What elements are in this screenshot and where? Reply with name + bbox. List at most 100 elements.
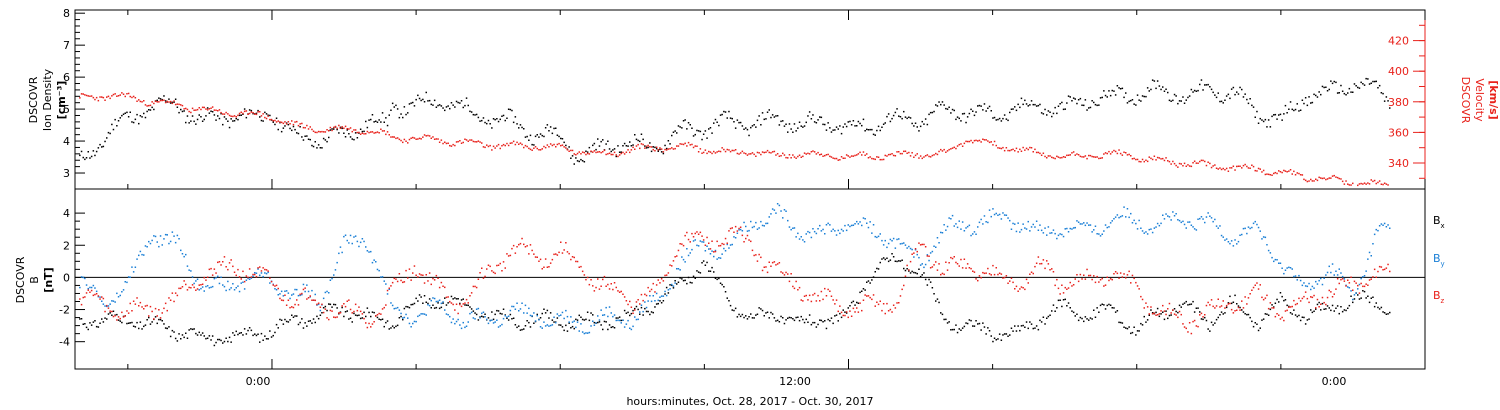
by-point bbox=[1182, 220, 1184, 223]
bz-point bbox=[329, 309, 332, 312]
by-point bbox=[1014, 223, 1016, 225]
bx-point bbox=[731, 309, 733, 311]
bx-point bbox=[630, 312, 633, 315]
ion-density-point bbox=[555, 127, 557, 129]
by-point bbox=[1252, 222, 1255, 225]
bz-point bbox=[124, 315, 126, 317]
bz-point bbox=[285, 304, 288, 306]
bx-point bbox=[1348, 304, 1351, 307]
ion-density-point bbox=[913, 125, 915, 127]
velocity-point bbox=[803, 152, 806, 154]
by-point bbox=[444, 309, 446, 311]
bz-point bbox=[1278, 314, 1280, 316]
bz-point bbox=[222, 261, 224, 263]
velocity-point bbox=[248, 112, 251, 115]
bx-point bbox=[243, 328, 246, 330]
bz-point bbox=[238, 276, 241, 278]
by-point bbox=[1153, 227, 1156, 229]
bz-point bbox=[1380, 266, 1383, 268]
by-point bbox=[445, 313, 448, 315]
velocity-point bbox=[1061, 156, 1063, 159]
bz-point bbox=[102, 297, 105, 300]
by-point bbox=[1044, 227, 1046, 229]
velocity-point bbox=[669, 148, 671, 150]
bx-point bbox=[1114, 311, 1117, 313]
by-point bbox=[728, 247, 730, 249]
velocity-point bbox=[252, 112, 254, 114]
ion-density-point bbox=[1373, 80, 1376, 83]
bx-point bbox=[852, 300, 855, 303]
ion-density-point bbox=[1083, 104, 1085, 107]
bx-point bbox=[472, 310, 475, 312]
velocity-point bbox=[237, 114, 239, 117]
bz-point bbox=[354, 303, 357, 306]
bx-point bbox=[235, 330, 237, 333]
bx-point bbox=[395, 325, 397, 328]
bx-point bbox=[938, 301, 940, 304]
velocity-point bbox=[282, 122, 285, 125]
velocity-point bbox=[734, 149, 737, 151]
bx-point bbox=[558, 324, 560, 326]
velocity-point bbox=[193, 109, 195, 111]
by-point bbox=[1230, 240, 1233, 242]
ion-density-point bbox=[149, 109, 152, 111]
ion-density-point bbox=[819, 116, 821, 118]
by-point bbox=[285, 290, 288, 292]
bx-point bbox=[80, 318, 83, 320]
field-tick-label: -2 bbox=[59, 304, 70, 317]
velocity-point bbox=[1331, 175, 1334, 177]
bx-point bbox=[1266, 313, 1268, 315]
by-point bbox=[99, 296, 101, 298]
velocity-point bbox=[568, 150, 570, 152]
bz-point bbox=[850, 315, 853, 317]
ion-density-point bbox=[928, 113, 930, 116]
bx-point bbox=[664, 293, 666, 295]
ion-density-point bbox=[1108, 90, 1110, 92]
ion-density-point bbox=[502, 114, 505, 117]
velocity-point bbox=[778, 155, 781, 157]
bz-point bbox=[370, 326, 372, 328]
bx-point bbox=[743, 316, 745, 319]
ion-density-point bbox=[1333, 80, 1335, 83]
bx-point bbox=[238, 332, 241, 334]
legend-by-name: B bbox=[1433, 252, 1441, 265]
bz-point bbox=[428, 272, 431, 274]
bx-point bbox=[1368, 301, 1371, 304]
bx-point bbox=[623, 309, 626, 312]
bx-point bbox=[795, 316, 797, 319]
by-point bbox=[605, 306, 607, 309]
bz-point bbox=[844, 314, 846, 317]
by-point bbox=[250, 277, 253, 279]
ion-density-point bbox=[556, 134, 559, 136]
by-point bbox=[1220, 234, 1223, 237]
bz-point bbox=[433, 279, 436, 281]
velocity-point bbox=[832, 157, 834, 159]
bz-point bbox=[1162, 304, 1164, 307]
ion-density-point bbox=[755, 126, 757, 128]
bx-point bbox=[159, 318, 162, 321]
bz-point bbox=[1389, 270, 1391, 273]
bz-point bbox=[805, 294, 807, 297]
bx-point bbox=[462, 298, 464, 300]
bz-point bbox=[1288, 306, 1290, 308]
by-point bbox=[438, 299, 441, 301]
ion-density-point bbox=[665, 147, 668, 150]
velocity-point bbox=[218, 109, 221, 111]
by-point bbox=[499, 325, 501, 327]
ion-density-point bbox=[997, 118, 999, 121]
velocity-point bbox=[211, 106, 214, 108]
velocity-point bbox=[736, 152, 739, 155]
bx-point bbox=[1062, 299, 1065, 301]
velocity-point bbox=[1308, 180, 1310, 182]
by-point bbox=[79, 286, 81, 289]
by-point bbox=[1089, 224, 1092, 226]
bz-point bbox=[1071, 285, 1073, 287]
by-point bbox=[1298, 274, 1300, 277]
by-point bbox=[356, 240, 359, 243]
ion-density-point bbox=[861, 124, 863, 127]
ion-density-point bbox=[102, 145, 105, 148]
bz-point bbox=[402, 281, 404, 284]
bx-point bbox=[89, 322, 91, 324]
bx-point bbox=[269, 330, 271, 332]
by-point bbox=[131, 266, 133, 268]
